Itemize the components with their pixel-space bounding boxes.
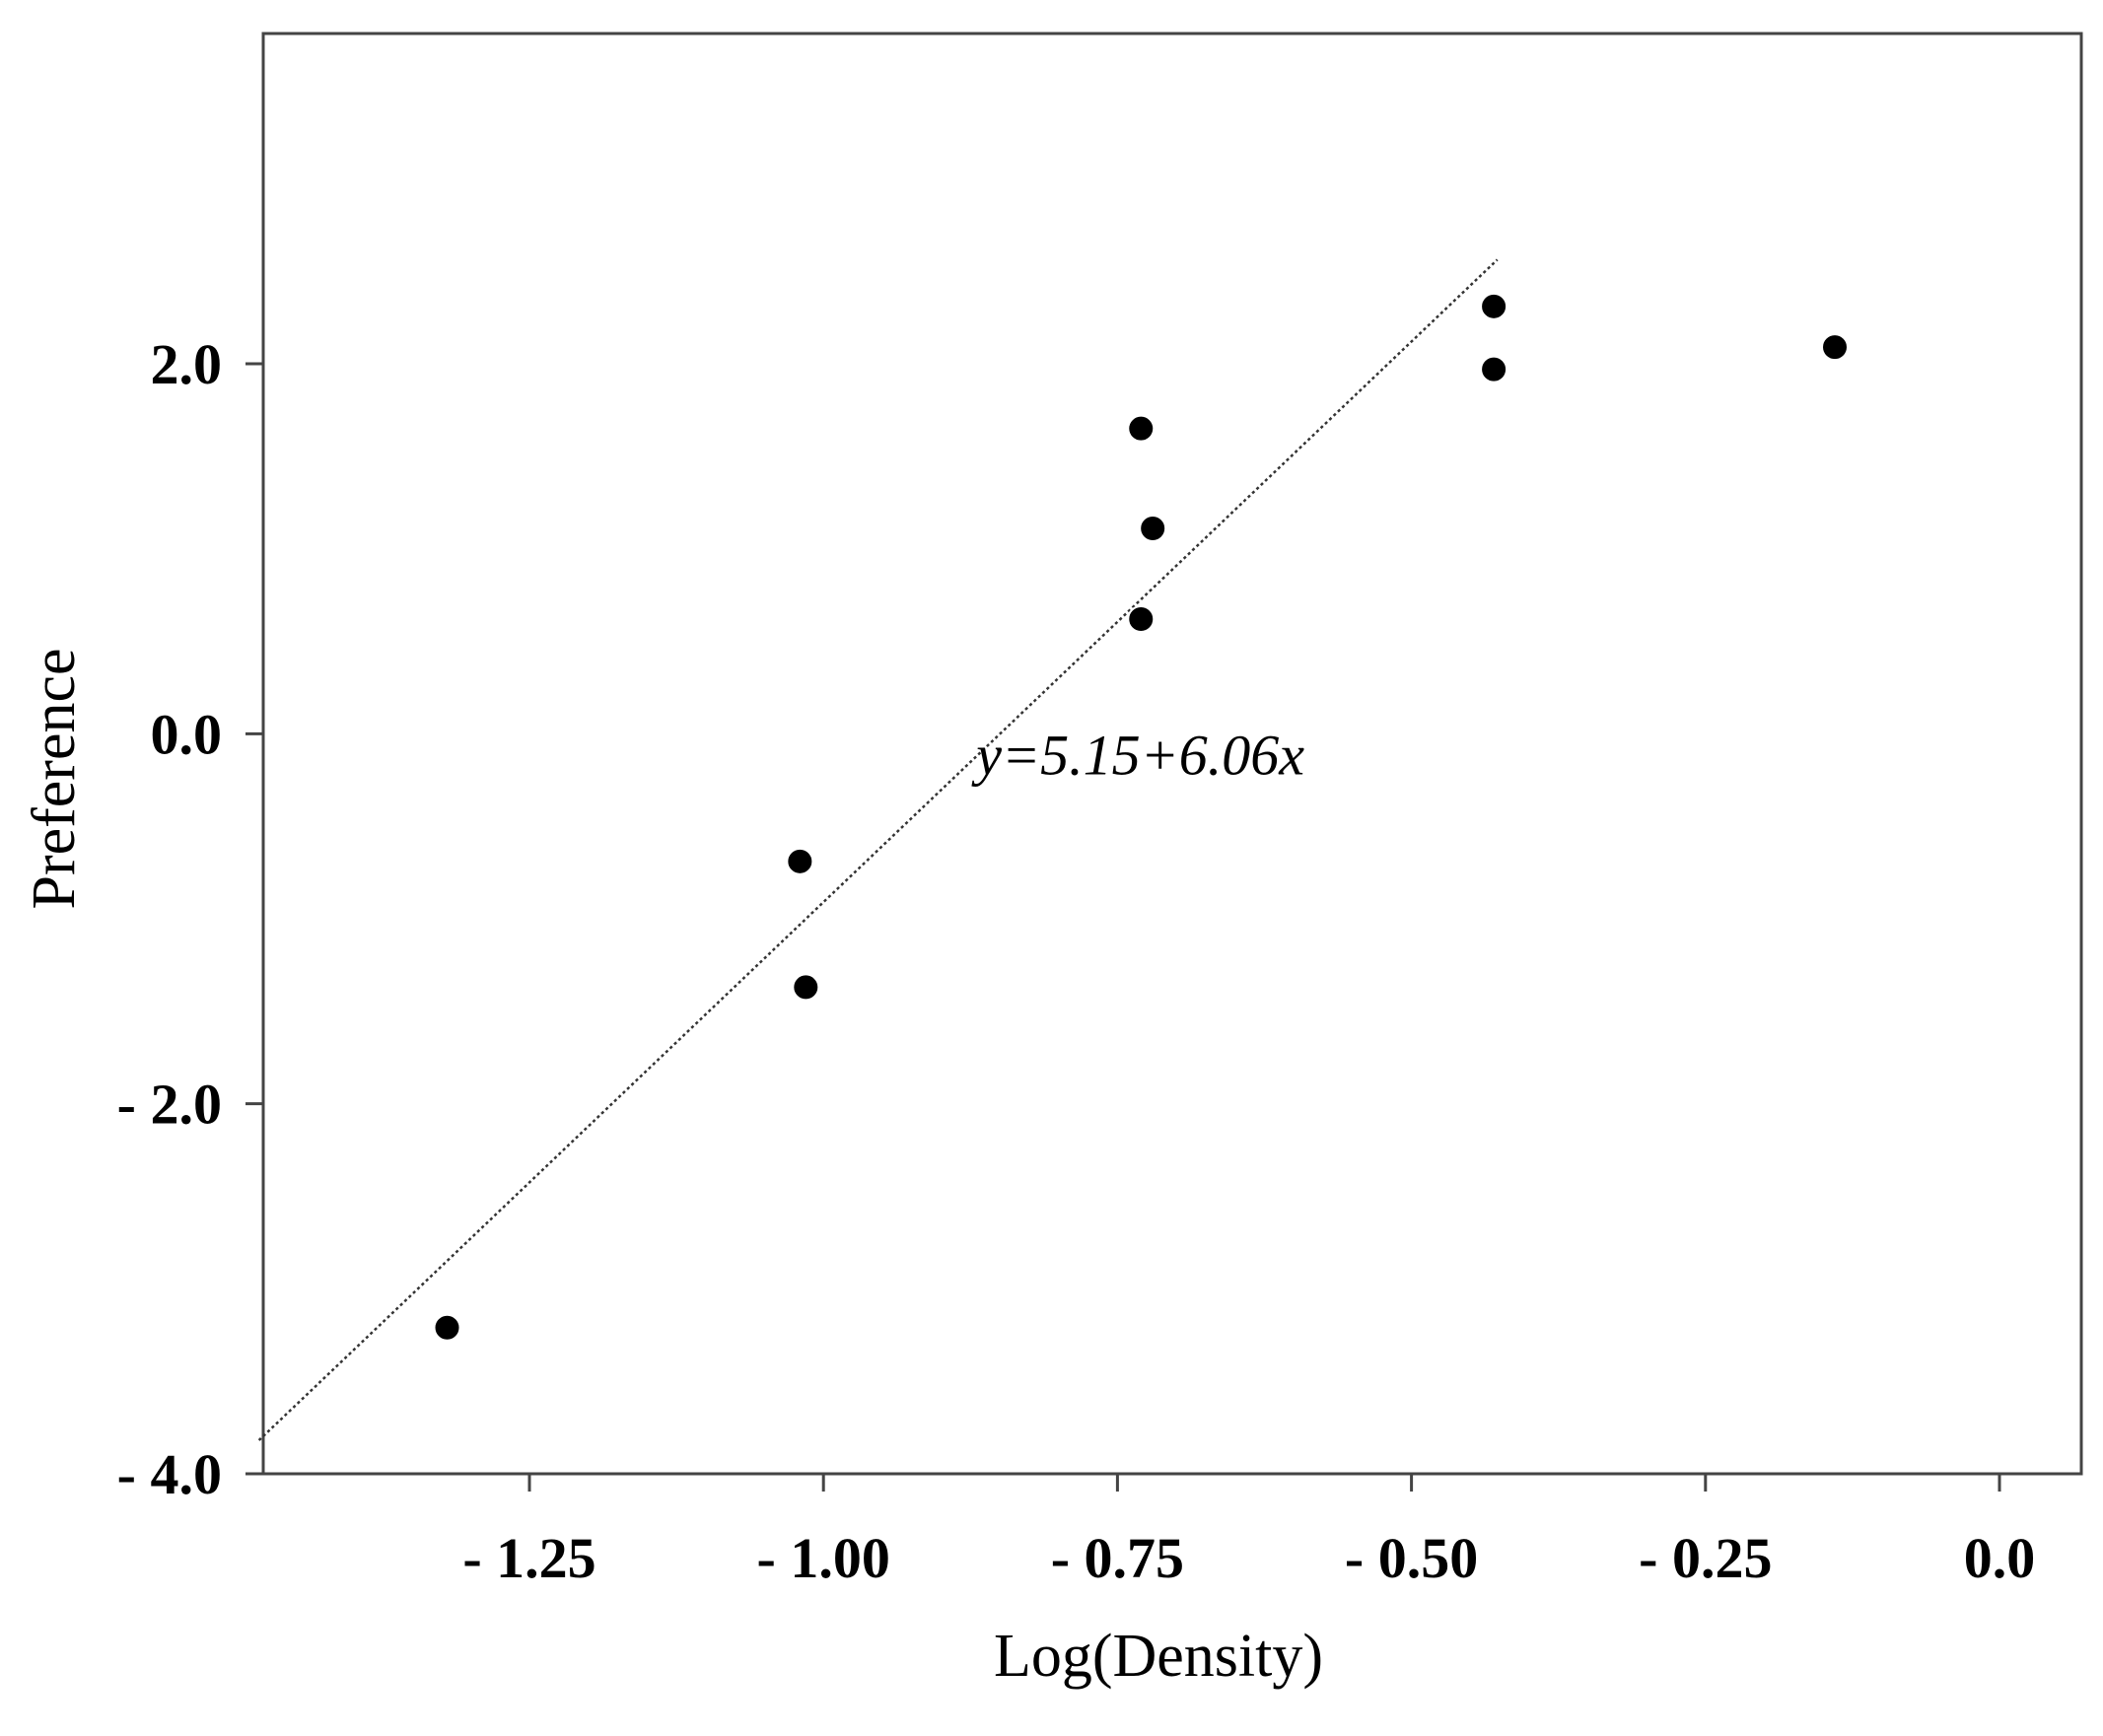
- x-tick-label: - 0.50: [1345, 1526, 1478, 1590]
- data-point: [1480, 292, 1508, 320]
- regression-equation: y=5.15+6.06x: [971, 724, 1304, 788]
- data-point: [1139, 515, 1167, 543]
- x-tick-label: - 1.25: [462, 1526, 596, 1590]
- y-tick-label: 2.0: [151, 332, 223, 396]
- annotations-layer: y=5.15+6.06x: [971, 724, 1304, 788]
- x-axis-title: Log(Density): [994, 1623, 1323, 1690]
- x-tick-label: - 0.75: [1051, 1526, 1184, 1590]
- data-point: [786, 847, 814, 875]
- plot-frame: [261, 32, 2083, 1476]
- y-axis-title: Preference: [21, 648, 88, 909]
- y-axis-ticks: - 4.0 - 2.0 0.0 2.0: [117, 332, 263, 1506]
- data-point: [1127, 414, 1156, 443]
- x-tick-label: - 1.00: [757, 1526, 890, 1590]
- data-point: [1480, 355, 1508, 383]
- x-tick-label: - 0.25: [1639, 1526, 1772, 1590]
- data-point: [433, 1313, 461, 1342]
- y-tick-label: 0.0: [151, 702, 223, 766]
- x-tick-label: 0.0: [1964, 1526, 2036, 1590]
- x-axis-ticks: - 1.25 - 1.00 - 0.75 - 0.50 - 0.25 0.0: [462, 1474, 2035, 1590]
- data-point: [792, 973, 820, 1002]
- regression-line: [257, 258, 1499, 1441]
- y-tick-label: - 2.0: [117, 1073, 222, 1137]
- data-point: [1821, 333, 1850, 362]
- data-point: [1127, 604, 1156, 633]
- y-tick-label: - 4.0: [117, 1442, 222, 1506]
- fit-line-layer: [257, 258, 1499, 1441]
- points-layer: [433, 292, 1850, 1342]
